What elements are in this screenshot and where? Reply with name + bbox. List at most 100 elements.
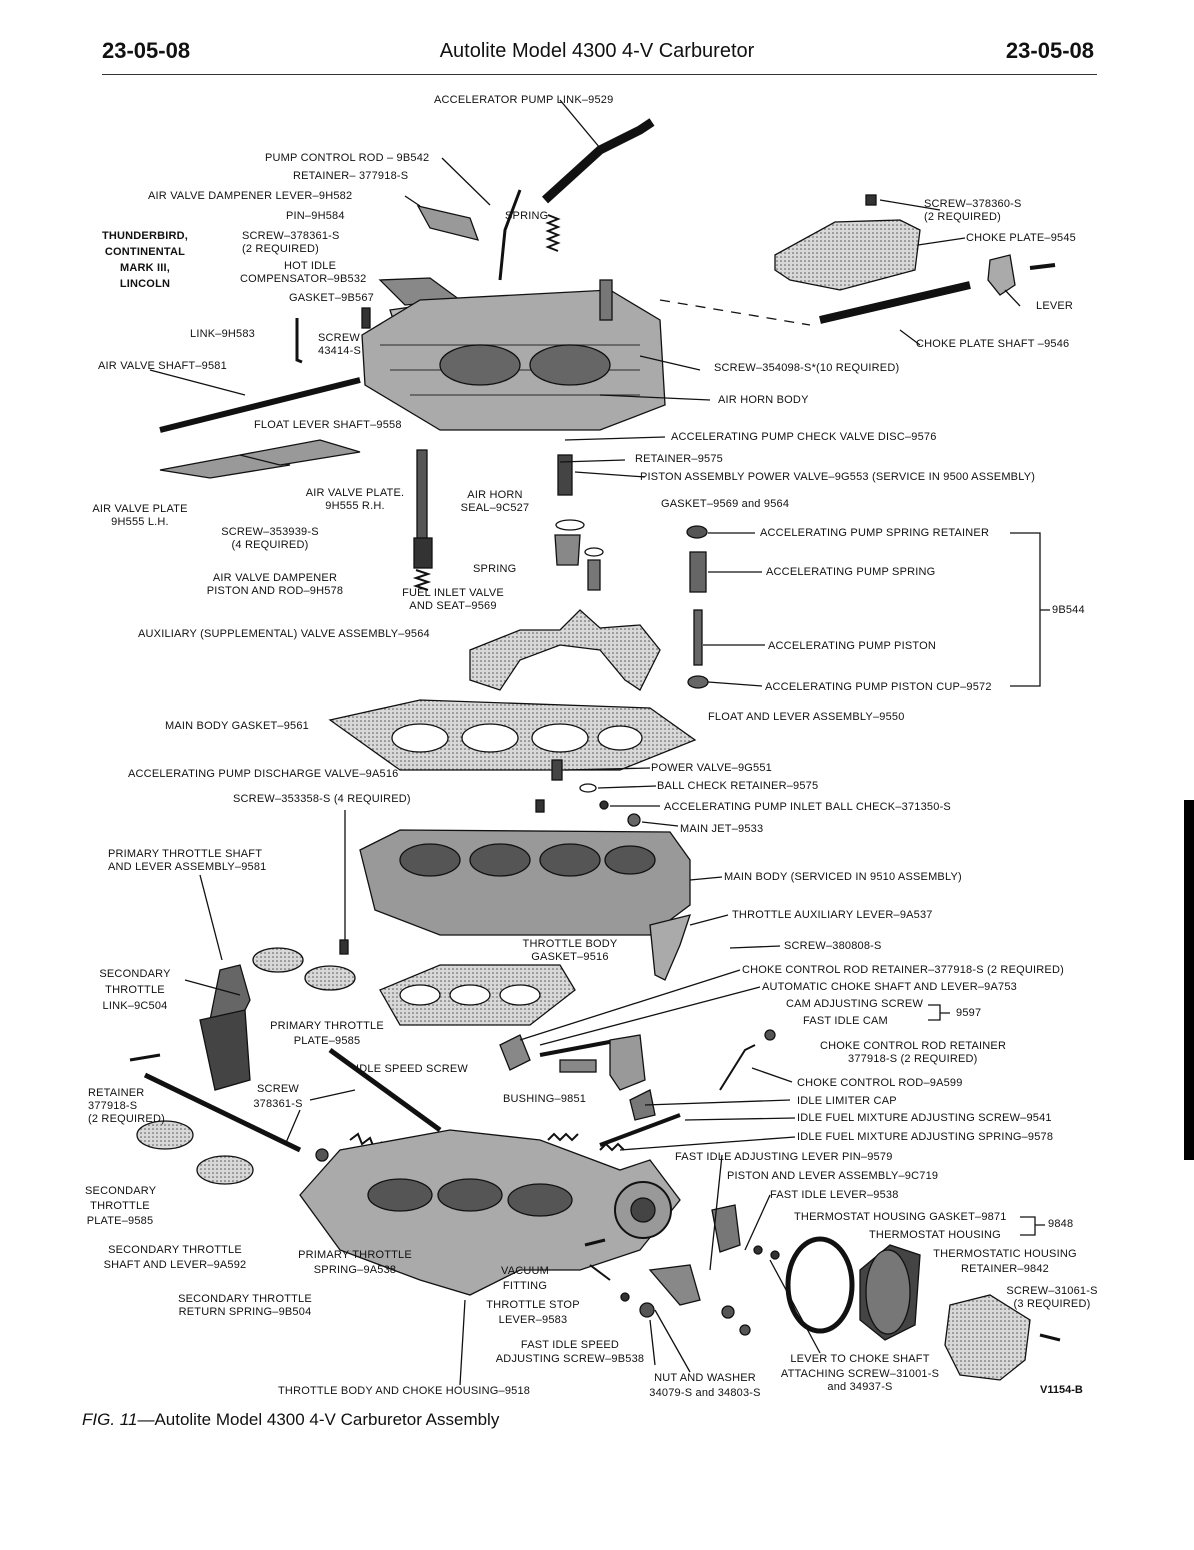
label-secondary-throttle-link: SECONDARY THROTTLE LINK–9C504 [99,968,171,1012]
label-idle-limiter-cap: IDLE LIMITER CAP [797,1095,897,1107]
label-retainer-9575: RETAINER–9575 [635,453,723,465]
label-throttle-stop-lever: THROTTLE STOP LEVER–9583 [486,1299,580,1326]
air-valve-dampener-lever-part [416,205,480,241]
acc-pump-piston-part [693,609,703,666]
label-acc-pump-inlet-ball: ACCELERATING PUMP INLET BALL CHECK–37135… [664,801,951,813]
label-air-horn-body: AIR HORN BODY [718,394,809,406]
label-spring-mid: SPRING [473,563,517,575]
choke-lever-part [987,254,1016,296]
label-fuel-inlet-valve: FUEL INLET VALVE AND SEAT–9569 [402,587,504,612]
label-choke-control-rod-retainer-top: CHOKE CONTROL ROD RETAINER–377918-S (2 R… [742,964,1064,976]
fuel-inlet-seat-part [554,534,581,566]
label-air-valve-dampener-piston: AIR VALVE DAMPENER PISTON AND ROD–9H578 [206,572,344,597]
label-fast-idle-speed-screw: FAST IDLE SPEED ADJUSTING SCREW–9B538 [495,1339,645,1365]
label-fast-idle-cam: FAST IDLE CAM [803,1015,888,1027]
label-piston-lever-assembly: PISTON AND LEVER ASSEMBLY–9C719 [727,1170,939,1182]
label-fast-idle-lever: FAST IDLE LEVER–9538 [770,1189,899,1201]
choke-plate-shaft-part [819,281,971,324]
label-power-valve: POWER VALVE–9G551 [651,762,772,774]
label-main-jet: MAIN JET–9533 [680,823,764,835]
link-part [295,318,303,364]
dampener-rod-part [416,449,428,541]
thermostat-gasket-part [785,1236,855,1334]
label-idle-speed-screw: IDLE SPEED SCREW [356,1063,469,1075]
label-main-body: MAIN BODY (SERVICED IN 9510 ASSEMBLY) [724,871,962,883]
label-choke-plate: CHOKE PLATE–9545 [966,232,1076,244]
label-float-lever-assembly: FLOAT AND LEVER ASSEMBLY–9550 [708,711,905,723]
screw-part [361,307,371,329]
header-rule [102,74,1097,75]
label-ball-check-retainer: BALL CHECK RETAINER–9575 [657,780,819,792]
label-accelerator-pump-link: ACCELERATOR PUMP LINK–9529 [434,94,614,106]
label-secondary-return-spring: SECONDARY THROTTLE RETURN SPRING–9B504 [178,1293,312,1318]
page-number-right: 23-05-08 [1005,38,1094,63]
label-choke-control-rod-retainer: CHOKE CONTROL ROD RETAINER 377918-S (2 R… [820,1040,1007,1065]
gasket-ring-part [555,519,585,531]
label-bushing: BUSHING–9851 [503,1093,587,1105]
idle-limiter-cap-part [629,1089,656,1121]
label-retainer-377918: RETAINER– 377918-S [293,170,409,182]
label-screw-43414: SCREW 43414-S [318,332,361,357]
accelerator-pump-link-part [541,118,655,204]
label-vehicles: THUNDERBIRD, CONTINENTAL MARK III, LINCO… [101,230,189,290]
page-number-left: 23-05-08 [102,38,191,63]
label-group-9b544: 9B544 [1052,604,1085,616]
figure-number: FIG. 11 [82,1410,138,1429]
throttle-aux-lever-part [649,914,691,981]
label-screw-353358: SCREW–353358-S (4 REQUIRED) [233,793,411,805]
label-group-9597: 9597 [956,1007,982,1019]
label-acc-pump-piston: ACCELERATING PUMP PISTON [768,640,937,652]
label-hot-idle: HOT IDLE [284,260,337,272]
label-thermostatic-housing-retainer: THERMOSTATIC HOUSING RETAINER–9842 [933,1248,1077,1275]
label-secondary-throttle-shaft: SECONDARY THROTTLE SHAFT AND LEVER–9A592 [103,1244,247,1271]
label-idle-fuel-spring: IDLE FUEL MIXTURE ADJUSTING SPRING–9578 [797,1131,1054,1143]
choke-control-rod-part [719,1044,756,1091]
pump-control-rod-part [498,189,522,281]
label-primary-throttle-plate: PRIMARY THROTTLE PLATE–9585 [270,1020,384,1047]
thermostatic-housing-retainer-part [944,1294,1031,1381]
choke-shaft-lever-part [499,1034,531,1071]
label-screw-380808: SCREW–380808-S [784,940,882,952]
piston-lever-assembly-part [711,1204,741,1253]
label-secondary-throttle-plate: SECONDARY THROTTLE PLATE–9585 [85,1185,157,1227]
bushing-part [559,1059,597,1073]
label-link-9h583: LINK–9H583 [190,328,255,340]
label-acc-pump-spring-retainer: ACCELERATING PUMP SPRING RETAINER [760,527,990,539]
label-main-body-gasket: MAIN BODY GASKET–9561 [165,720,309,732]
label-auxiliary-valve: AUXILIARY (SUPPLEMENTAL) VALVE ASSEMBLY–… [138,628,430,640]
primary-throttle-plate-part [252,947,304,973]
air-valve-plate-lh-part [159,454,291,479]
label-gasket-9569: GASKET–9569 and 9564 [661,498,790,510]
label-primary-throttle-shaft: PRIMARY THROTTLE SHAFT AND LEVER ASSEMBL… [108,848,267,873]
label-acc-pump-check-valve: ACCELERATING PUMP CHECK VALVE DISC–9576 [671,431,937,443]
label-group-9848: 9848 [1048,1218,1074,1230]
label-screw-378360: SCREW–378360-S (2 REQUIRED) [924,198,1022,223]
label-thermostat-housing-gasket: THERMOSTAT HOUSING GASKET–9871 [794,1211,1007,1223]
label-nut-washer: NUT AND WASHER 34079-S and 34803-S [649,1372,761,1399]
label-throttle-body-choke-housing: THROTTLE BODY AND CHOKE HOUSING–9518 [278,1385,531,1397]
label-throttle-body-gasket: THROTTLE BODY GASKET–9516 [522,938,618,963]
label-cam-adjusting-screw: CAM ADJUSTING SCREW [786,998,924,1010]
label-auto-choke-shaft: AUTOMATIC CHOKE SHAFT AND LEVER–9A753 [762,981,1017,993]
piston-assembly-part [557,454,573,496]
fast-idle-cam-part [609,1034,646,1091]
power-valve-part [551,759,563,781]
idle-speed-screw-part [328,1047,442,1133]
label-air-valve-plate-rh: AIR VALVE PLATE. 9H555 R.H. [305,487,405,512]
label-compensator: COMPENSATOR–9B532 [240,273,367,285]
label-primary-throttle-spring: PRIMARY THROTTLE SPRING–9A538 [298,1249,412,1276]
secondary-throttle-plate-part [136,1120,194,1150]
spring-retainer-part [686,525,708,539]
label-air-valve-dampener-lever: AIR VALVE DAMPENER LEVER–9H582 [148,190,353,202]
label-lever-to-choke-screw: LEVER TO CHOKE SHAFT ATTACHING SCREW–310… [780,1353,940,1393]
label-vacuum-fitting: VACUUM FITTING [500,1265,550,1292]
label-screw-353939: SCREW–353939-S (4 REQUIRED) [221,526,319,551]
label-acc-pump-spring: ACCELERATING PUMP SPRING [766,566,936,578]
page-title: Autolite Model 4300 4-V Carburetor [439,40,755,62]
label-screw-354098: SCREW–354098-S*(10 REQUIRED) [714,362,900,374]
label-gasket-9b567: GASKET–9B567 [289,292,374,304]
label-float-lever-shaft: FLOAT LEVER SHAFT–9558 [254,419,402,431]
label-retainer-left: RETAINER 377918-S (2 REQUIRED) [88,1087,165,1125]
label-acc-pump-piston-cup: ACCELERATING PUMP PISTON CUP–9572 [765,681,992,693]
